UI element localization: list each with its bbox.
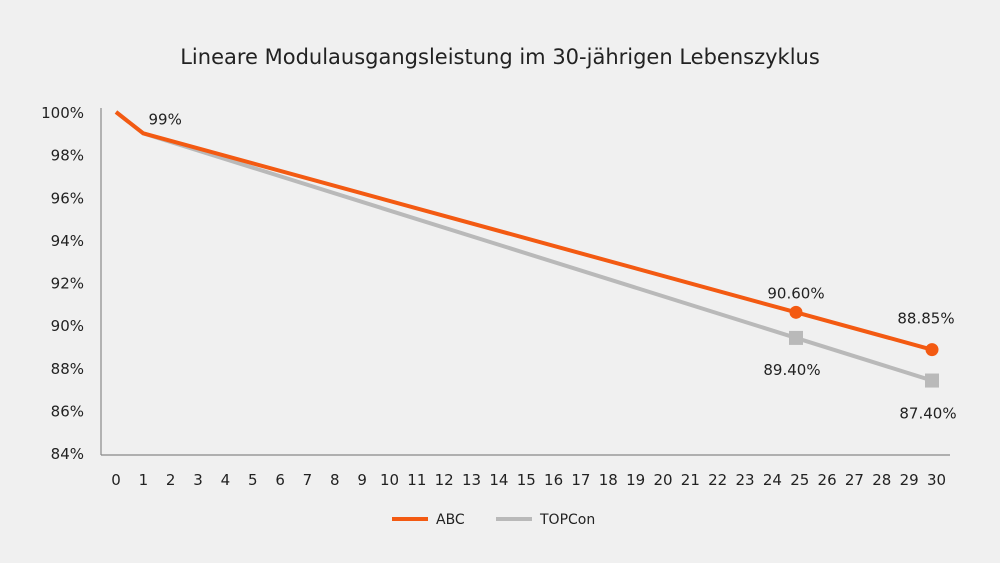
y-tick-label: 88% xyxy=(51,360,84,378)
x-tick-label: 3 xyxy=(193,471,203,489)
x-tick-label: 10 xyxy=(380,471,399,489)
data-label: 90.60% xyxy=(767,284,824,302)
x-tick-label: 25 xyxy=(790,471,809,489)
series-line-abc xyxy=(114,110,933,352)
x-tick-label: 4 xyxy=(221,471,231,489)
legend-label: ABC xyxy=(436,512,465,528)
data-point-marker xyxy=(789,305,803,319)
x-tick-label: 17 xyxy=(571,471,590,489)
x-tick-label: 0 xyxy=(111,471,121,489)
x-tick-label: 28 xyxy=(872,471,891,489)
y-tick-label: 94% xyxy=(51,232,84,250)
y-tick-label: 100% xyxy=(41,104,84,122)
x-tick-label: 19 xyxy=(626,471,645,489)
data-point-marker xyxy=(925,373,939,388)
x-tick-label: 12 xyxy=(435,471,454,489)
x-tick-label: 24 xyxy=(763,471,782,489)
x-tick-label: 29 xyxy=(900,471,919,489)
x-tick-label: 6 xyxy=(275,471,285,489)
x-tick-label: 11 xyxy=(407,471,426,489)
y-tick-label: 90% xyxy=(51,317,84,335)
x-tick-label: 13 xyxy=(462,471,481,489)
y-tick-label: 86% xyxy=(51,402,84,420)
y-tick-label: 98% xyxy=(51,147,84,165)
x-tick-label: 27 xyxy=(845,471,864,489)
x-tick-label: 30 xyxy=(927,471,946,489)
y-tick-label: 84% xyxy=(51,445,84,463)
x-tick-label: 1 xyxy=(139,471,149,489)
x-tick-label: 23 xyxy=(736,471,755,489)
x-tick-label: 20 xyxy=(653,471,672,489)
y-tick-label: 92% xyxy=(51,275,84,293)
data-point-marker xyxy=(789,330,803,345)
x-tick-label: 5 xyxy=(248,471,258,489)
chart-title: Lineare Modulausgangsleistung im 30-jähr… xyxy=(180,45,820,69)
data-label: 88.85% xyxy=(897,310,954,328)
data-label: 89.40% xyxy=(763,361,820,379)
legend-label: TOPCon xyxy=(539,512,595,528)
x-tick-label: 16 xyxy=(544,471,563,489)
data-label: 87.40% xyxy=(899,405,956,423)
x-tick-label: 9 xyxy=(357,471,367,489)
x-tick-label: 7 xyxy=(303,471,313,489)
y-tick-label: 96% xyxy=(51,189,84,207)
x-tick-label: 26 xyxy=(818,471,837,489)
x-tick-label: 2 xyxy=(166,471,176,489)
data-label: 99% xyxy=(149,110,182,128)
x-tick-label: 22 xyxy=(708,471,727,489)
x-tick-label: 15 xyxy=(517,471,536,489)
x-tick-label: 8 xyxy=(330,471,340,489)
x-tick-label: 14 xyxy=(489,471,508,489)
data-point-marker xyxy=(925,343,939,357)
x-tick-label: 21 xyxy=(681,471,700,489)
series-line-topcon xyxy=(114,110,933,383)
x-tick-label: 18 xyxy=(599,471,618,489)
